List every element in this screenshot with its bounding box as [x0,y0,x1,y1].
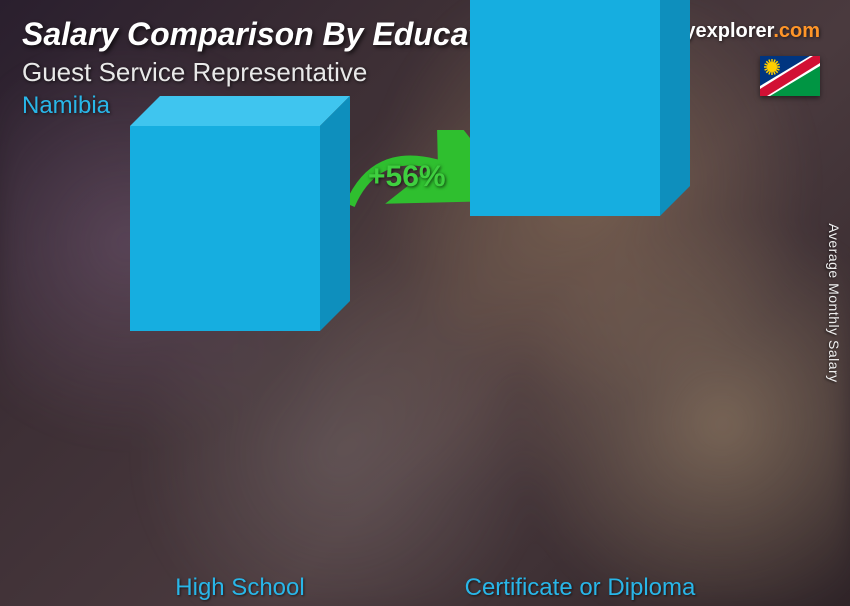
bar-label: High School [100,574,380,602]
bar-label: Certificate or Diploma [440,574,720,602]
bar-front-face [130,126,320,331]
main-title: Salary Comparison By Education [22,16,527,53]
site-accent: .com [773,20,820,42]
bar-certificate-diploma: 10,300 NAD [470,216,690,566]
namibia-flag-icon [760,56,820,96]
bar-high-school: 6,620 NAD [130,331,350,566]
infographic-container: Salary Comparison By Education Guest Ser… [0,0,850,606]
bar-chart: 6,620 NAD High School 10,300 NAD Certifi… [0,176,810,606]
bar-top-face [130,96,350,126]
bar-side-face [660,0,690,216]
job-subtitle: Guest Service Representative [22,57,527,88]
y-axis-label: Average Monthly Salary [826,223,842,382]
bar-side-face [320,96,350,331]
bar-front-face [470,0,660,216]
